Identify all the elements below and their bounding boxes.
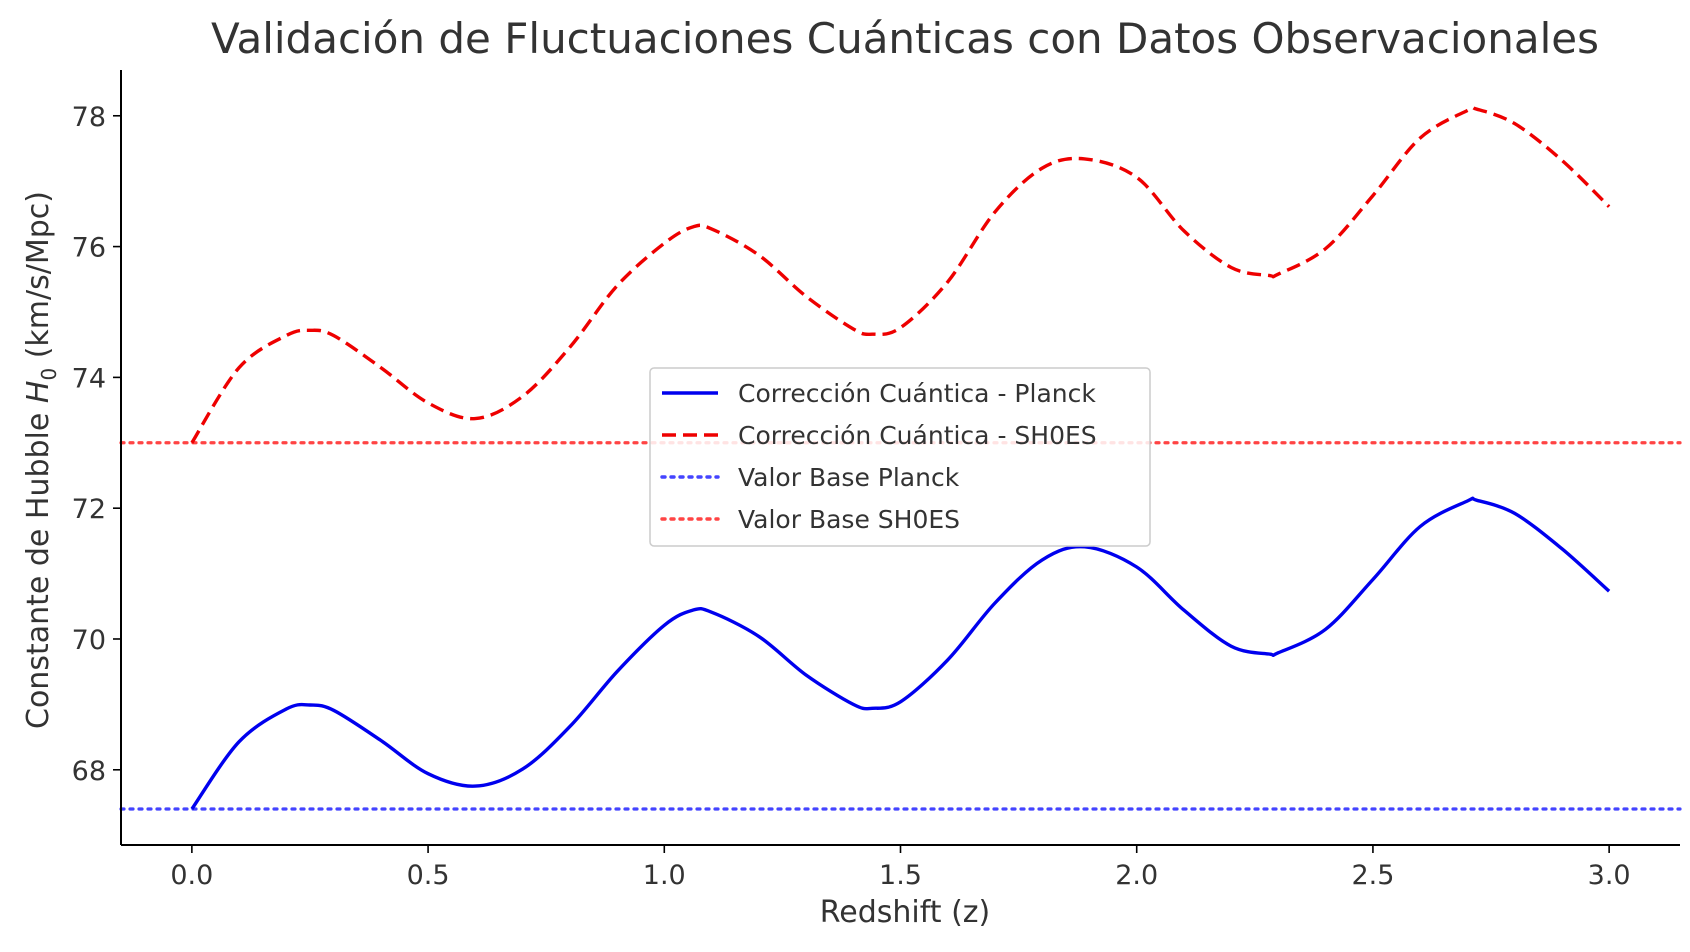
x-tick-label: 2.0 [1115,860,1158,891]
x-tick-label: 0.5 [407,860,450,891]
y-tick-label: 78 [72,102,106,133]
x-tick-label: 1.0 [643,860,686,891]
legend-label: Valor Base Planck [738,463,960,492]
axes: 0.0 0.5 1.0 1.5 2.0 2.5 3.0 68 70 72 74 76 78 [72,70,1680,891]
series-line-0 [190,496,1611,810]
x-tick-label: 3.0 [1588,860,1631,891]
y-tick-label: 72 [72,494,106,525]
plot-area [119,105,1682,811]
y-tick-label: 76 [72,233,106,264]
y-axis-label-symbol: H [21,381,56,404]
legend-label: Valor Base SH0ES [738,505,960,534]
legend-box [649,367,1151,547]
x-axis-label: Redshift (z) [820,895,990,930]
legend: Corrección Cuántica - Planck Corrección C… [649,367,1151,547]
y-tick-label: 70 [72,625,106,656]
y-axis-label-suffix: (km/s/Mpc) [21,191,56,368]
y-tick-label: 68 [72,756,106,787]
y-axis-label-prefix: Constante de Hubble [21,403,56,729]
x-tick-label: 0.0 [170,860,213,891]
y-tick-label: 74 [72,363,106,394]
x-tick-label: 1.5 [879,860,922,891]
series-line-1 [190,105,1611,444]
y-axis-label: Constante de Hubble H0 (km/s/Mpc) [21,191,61,729]
chart-title: Validación de Fluctuaciones Cuánticas co… [211,14,1599,63]
x-tick-label: 2.5 [1351,860,1394,891]
legend-label: Corrección Cuántica - SH0ES [738,421,1097,450]
legend-label: Corrección Cuántica - Planck [738,379,1096,408]
y-axis-label-subscript: 0 [37,368,61,381]
